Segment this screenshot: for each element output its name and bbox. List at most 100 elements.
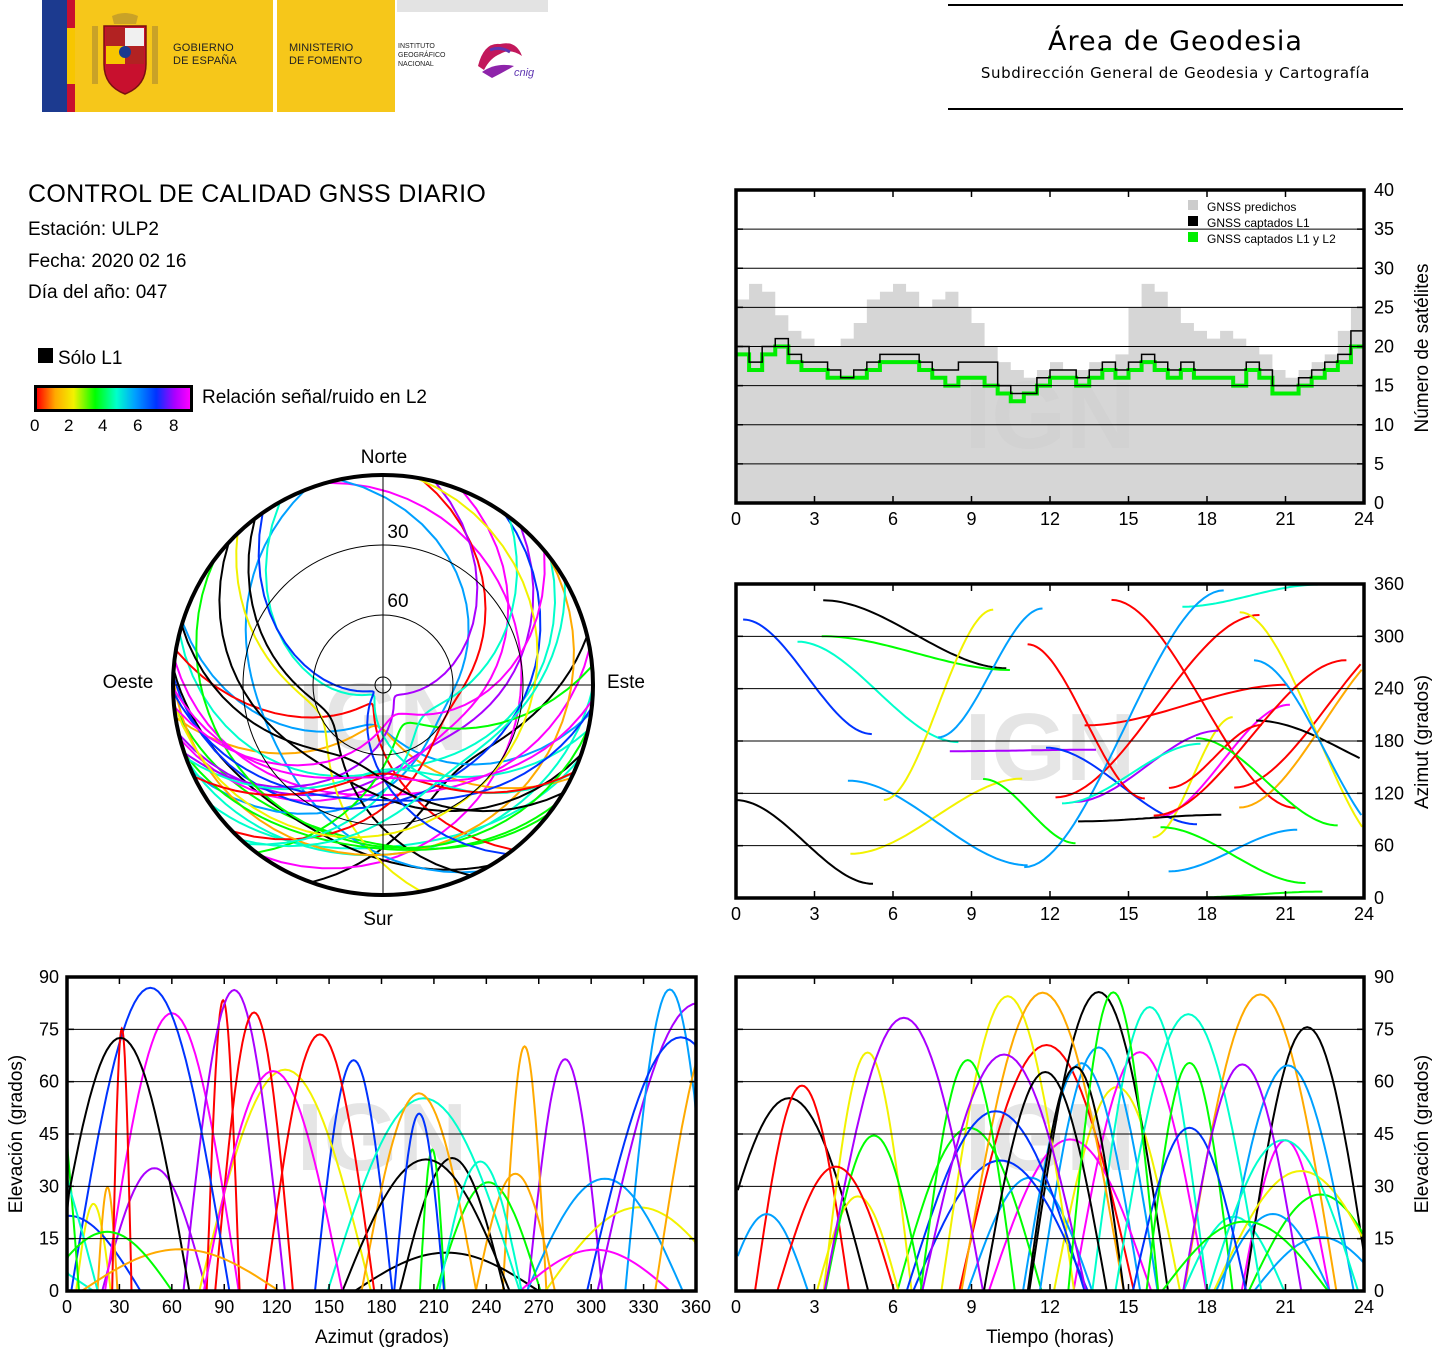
sky-ring-label-30: 30 <box>387 522 408 543</box>
et-satellite-track <box>912 1159 1089 1292</box>
snr-scale-label: Relación señal/ruido en L2 <box>202 387 427 408</box>
et-satellite-track <box>824 1134 924 1292</box>
az-xtick-label: 0 <box>731 904 741 924</box>
et-ytick-label: 15 <box>1374 1229 1394 1249</box>
sky-satellite-track <box>173 704 550 850</box>
et-satellite-track <box>1038 1046 1159 1292</box>
sky-satellite-track <box>172 687 594 782</box>
az-xtick-label: 9 <box>966 904 976 924</box>
ea-ytick-label: 60 <box>39 1072 59 1092</box>
sky-satellite-track <box>183 753 557 851</box>
gov-line-2: DE ESPAÑA <box>173 55 237 67</box>
cnig-logo-text: cnig <box>514 67 535 79</box>
et-satellite-track <box>1161 1220 1329 1292</box>
ea-ytick-label: 45 <box>39 1124 59 1144</box>
ea-ytick-label: 90 <box>39 967 59 987</box>
legend-label-l1l2: GNSS captados L1 y L2 <box>1207 232 1336 246</box>
gov-line-1: GOBIERNO <box>173 42 234 54</box>
az-satellite-track <box>1182 583 1318 608</box>
az-satellite-track <box>735 799 874 885</box>
az-satellite-track <box>1234 663 1362 789</box>
et-satellite-track <box>823 1016 984 1292</box>
sky-satellite-track <box>257 512 508 856</box>
et-satellite-track <box>1182 1063 1303 1292</box>
az-satellite-track <box>1195 737 1338 827</box>
snr-tick-2: 2 <box>64 416 74 435</box>
ea-xlabel: Azimut (grados) <box>315 1327 449 1348</box>
az-ytick-label: 120 <box>1374 783 1404 803</box>
ea-xtick-label: 90 <box>214 1297 234 1317</box>
et-ytick-label: 45 <box>1374 1124 1394 1144</box>
et-satellite-track <box>776 1165 896 1292</box>
area-title: Área de Geodesia <box>1048 26 1303 57</box>
et-satellite-track <box>958 1043 1135 1292</box>
government-logo-block: GOBIERNO DE ESPAÑA MINISTERIO DE FOMENTO… <box>42 0 548 112</box>
sky-satellite-track <box>172 476 539 839</box>
ea-satellite-track <box>205 998 241 1292</box>
ea-satellite-track <box>326 1097 521 1292</box>
az-satellite-track <box>1168 724 1262 789</box>
sat-ylabel: Número de satélites <box>1412 264 1433 433</box>
az-xtick-label: 12 <box>1040 904 1060 924</box>
report-title: CONTROL DE CALIDAD GNSS DIARIO <box>28 180 487 208</box>
sky-satellite-track <box>172 691 593 802</box>
ea-satellite-track <box>81 1248 280 1292</box>
az-satellite-track <box>1084 683 1288 727</box>
et-satellite-track <box>1215 1212 1331 1292</box>
ea-frame <box>65 975 698 1293</box>
gobierno-text: GOBIERNO DE ESPAÑA <box>173 42 237 68</box>
ea-satellite-track <box>526 1177 684 1292</box>
sat-ytick-label: 25 <box>1374 297 1394 317</box>
header-rule-top <box>948 4 1403 6</box>
et-xtick-label: 0 <box>731 1297 741 1317</box>
ea-xtick-label: 150 <box>314 1297 344 1317</box>
az-satellite-track <box>1239 611 1363 828</box>
ea-satellite-track <box>435 1181 542 1292</box>
sky-satellite-track <box>195 559 590 850</box>
ea-ytick-label: 30 <box>39 1176 59 1196</box>
et-satellite-track <box>816 1195 900 1292</box>
ea-ytick-label: 75 <box>39 1019 59 1039</box>
sat-ytick-label: 10 <box>1374 415 1394 435</box>
et-satellite-track <box>1212 1169 1363 1292</box>
et-satellite-track <box>1240 1139 1331 1292</box>
sat-xtick-label: 15 <box>1118 509 1138 529</box>
az-satellite-track <box>1160 826 1306 884</box>
l1-only-label: Sólo L1 <box>58 348 123 369</box>
az-xtick-label: 21 <box>1275 904 1295 924</box>
az-satellite-track <box>823 599 1007 670</box>
ea-xtick-label: 180 <box>366 1297 396 1317</box>
et-xtick-label: 6 <box>888 1297 898 1317</box>
sky-satellite-track <box>173 550 546 767</box>
et-satellite-track <box>1091 1005 1209 1292</box>
legend-swatch-l1l2 <box>1188 232 1198 242</box>
date-label: Fecha: 2020 02 16 <box>28 251 187 272</box>
az-satellite-track <box>821 635 1010 671</box>
sat-xtick-label: 24 <box>1354 509 1374 529</box>
legend-swatch-predicted <box>1188 200 1198 210</box>
az-satellite-track <box>1027 643 1145 800</box>
ea-xtick-label: 30 <box>109 1297 129 1317</box>
ign-text: INSTITUTO GEOGRÁFICO NACIONAL <box>398 42 445 69</box>
sky-ring-label-60: 60 <box>387 591 408 612</box>
az-satellite-track <box>1078 813 1222 823</box>
et-satellite-track <box>982 1070 1108 1292</box>
et-satellite-track <box>987 1138 1153 1292</box>
sat-ytick-label: 30 <box>1374 258 1394 278</box>
sky-satellite-track <box>174 716 572 790</box>
az-satellite-track <box>1253 659 1363 816</box>
et-satellite-track <box>960 991 1125 1292</box>
et-ytick-label: 90 <box>1374 967 1394 987</box>
ign-line-3: NACIONAL <box>398 61 434 68</box>
ea-satellite-track <box>501 1045 548 1292</box>
az-satellite-track <box>883 608 994 801</box>
min-line-2: DE FOMENTO <box>289 55 363 67</box>
snr-tick-4: 4 <box>98 416 108 435</box>
eu-flag-strip <box>42 0 67 112</box>
az-xtick-label: 15 <box>1118 904 1138 924</box>
ea-xtick-label: 120 <box>262 1297 292 1317</box>
ign-line-2: GEOGRÁFICO <box>398 52 446 59</box>
az-satellite-track <box>1024 589 1224 869</box>
